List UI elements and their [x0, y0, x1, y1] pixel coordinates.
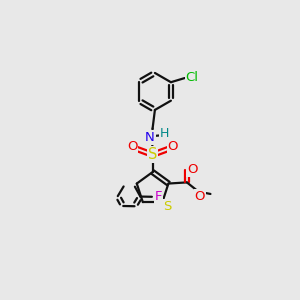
Text: N: N [145, 131, 155, 144]
Text: S: S [148, 147, 157, 162]
Text: F: F [154, 190, 162, 203]
Text: S: S [163, 200, 171, 213]
Text: Cl: Cl [186, 70, 199, 84]
Text: O: O [127, 140, 137, 153]
Text: O: O [195, 190, 205, 203]
Text: H: H [160, 128, 169, 140]
Text: O: O [187, 163, 198, 176]
Text: O: O [168, 140, 178, 153]
